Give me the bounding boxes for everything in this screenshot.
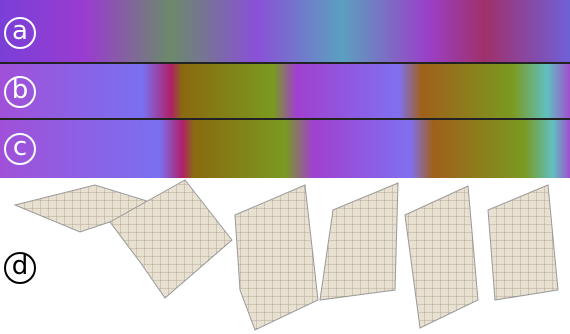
page: a b c d (() => { const data = JSON.parse…	[0, 0, 570, 334]
cloth-shapes	[15, 180, 558, 330]
strip-b	[0, 64, 570, 118]
strip-a	[0, 0, 570, 62]
panel-label: a	[12, 16, 28, 46]
panel-label: b	[12, 75, 29, 105]
panel-label: d	[12, 251, 29, 281]
panel-label: c	[13, 132, 27, 162]
figure: a b c d	[0, 0, 570, 334]
strip-c	[0, 120, 570, 178]
